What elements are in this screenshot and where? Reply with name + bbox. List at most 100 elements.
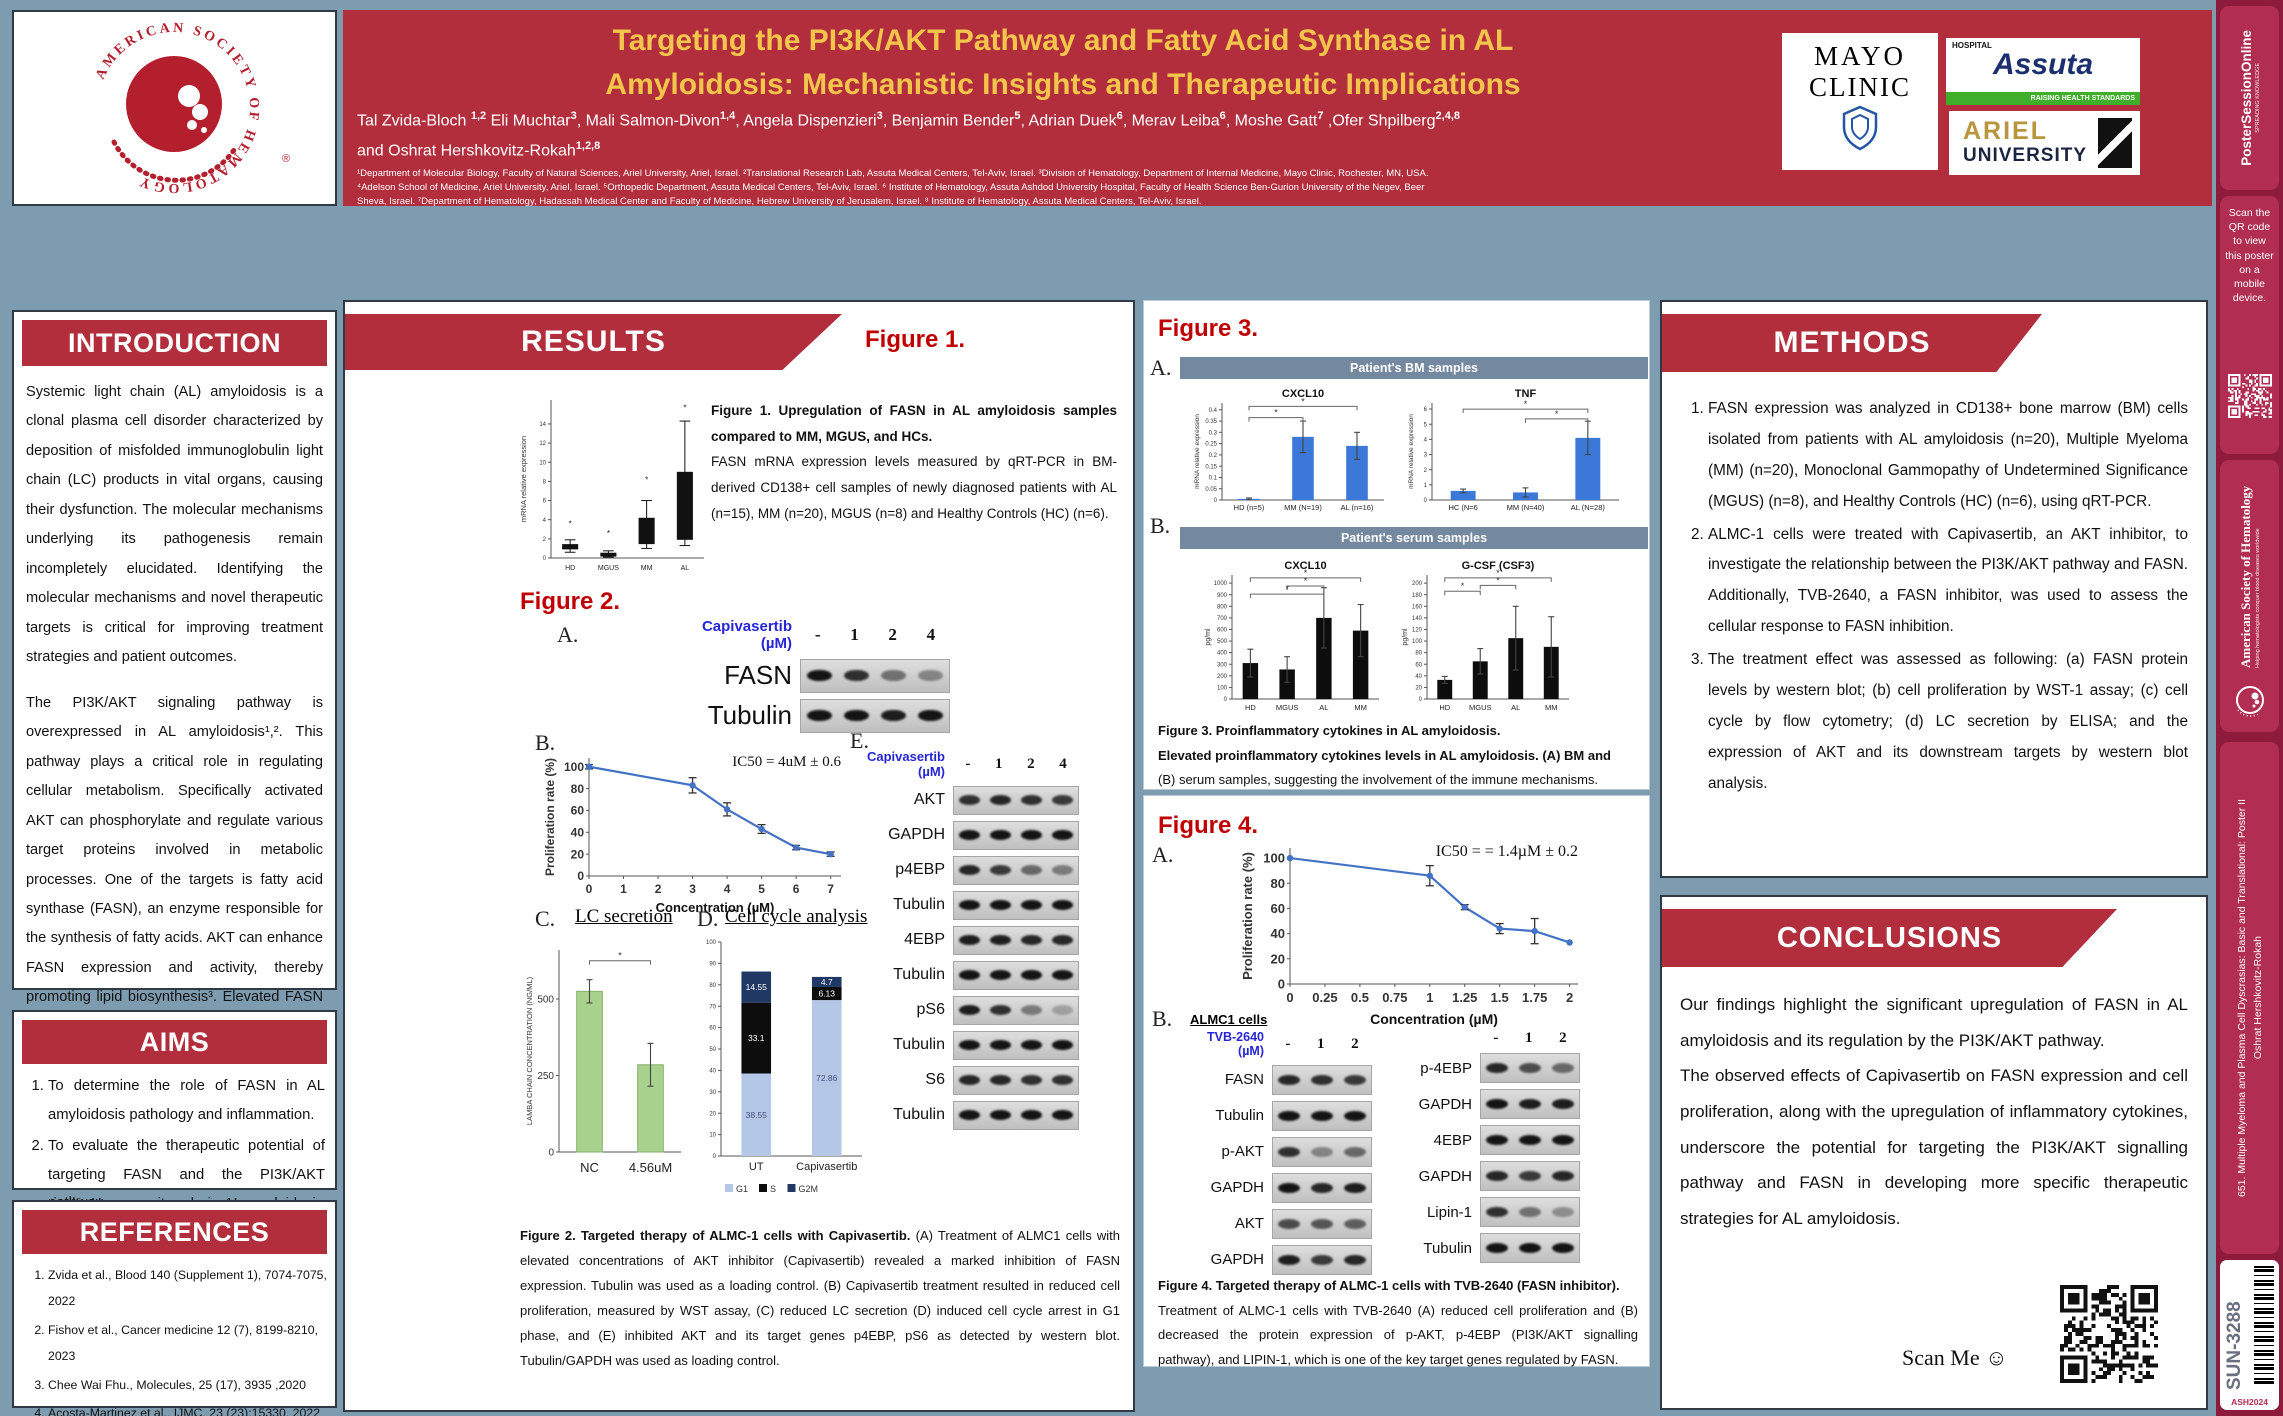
- svg-text:5: 5: [758, 882, 765, 896]
- header-band: Targeting the PI3K/AKT Pathway and Fatty…: [343, 10, 2212, 207]
- poster-title-line1: Targeting the PI3K/AKT Pathway and Fatty…: [612, 24, 1514, 57]
- postersessiononline-card: PosterSessionOnline SPREADING KNOWLEDGE: [2220, 6, 2279, 190]
- svg-text:60: 60: [571, 804, 585, 818]
- aims-title: AIMS: [22, 1020, 327, 1064]
- svg-text:100: 100: [1263, 851, 1285, 866]
- svg-text:1: 1: [1424, 483, 1428, 489]
- svg-text:300: 300: [1217, 662, 1228, 668]
- svg-text:G2M: G2M: [799, 1184, 819, 1194]
- svg-text:10: 10: [709, 1133, 716, 1139]
- svg-text:40: 40: [709, 1069, 716, 1075]
- svg-text:160: 160: [1412, 604, 1423, 610]
- sidebar-qr-code: [2228, 374, 2272, 418]
- svg-text:0: 0: [1424, 498, 1428, 504]
- references-title: REFERENCES: [22, 1210, 327, 1254]
- figure4-panel: Figure 4. A. 0 20 40 60 80 100 Proliferation r…: [1143, 795, 1650, 1367]
- svg-text:400: 400: [1217, 651, 1228, 657]
- svg-text:0: 0: [586, 882, 593, 896]
- svg-text:0: 0: [548, 1148, 554, 1159]
- svg-text:6: 6: [793, 882, 800, 896]
- svg-text:NC: NC: [580, 1160, 599, 1175]
- svg-text:0.25: 0.25: [1312, 990, 1337, 1005]
- svg-text:MGUS: MGUS: [1276, 703, 1299, 712]
- assuta-tagline: RAISING HEALTH STANDARDS: [1946, 92, 2140, 105]
- svg-text:*: *: [618, 951, 622, 961]
- svg-text:33.1: 33.1: [748, 1033, 765, 1043]
- svg-text:0: 0: [1224, 697, 1228, 703]
- svg-text:*: *: [1304, 568, 1308, 578]
- svg-text:0: 0: [1214, 498, 1218, 504]
- reference-item: Chee Wai Fhu., Molecules, 25 (17), 3935 …: [48, 1372, 329, 1398]
- bm-samples-header: Patient's BM samples: [1180, 357, 1648, 379]
- fig2-panel-e-letter: E.: [850, 728, 869, 753]
- svg-text:LAMBA CHAIN CONCENTRATION (NG/: LAMBA CHAIN CONCENTRATION (NG/ML): [525, 976, 534, 1125]
- results-title: RESULTS: [345, 314, 842, 370]
- svg-text:G-CSF (CSF3): G-CSF (CSF3): [1462, 560, 1535, 572]
- svg-text:80: 80: [709, 983, 716, 989]
- svg-text:*: *: [1301, 396, 1305, 406]
- aims-panel: AIMS To determine the role of FASN in AL…: [12, 1010, 337, 1211]
- svg-text:80: 80: [1271, 876, 1285, 891]
- svg-text:AL: AL: [681, 565, 690, 572]
- fig2-caption: Figure 2. Targeted therapy of ALMC-1 cel…: [520, 1228, 1120, 1368]
- sidebar-ash-tagline: Helping hematologists conquer blood dise…: [2255, 528, 2261, 668]
- svg-text:*: *: [1496, 568, 1500, 578]
- svg-text:200: 200: [1412, 581, 1423, 587]
- svg-text:HD (n=5): HD (n=5): [1234, 503, 1265, 512]
- fig2e-western-blot: Capivasertib (µM) -1 2 4 AKT GAPDH p4EBP Tubuli…: [863, 749, 1079, 1130]
- results-panel: RESULTS Figure 1. 0 2 4 6 8 10 12 14 mRNA relati…: [343, 300, 1135, 1412]
- assuta-logo: HOSPITAL Assuta RAISING HEALTH STANDARDS: [1946, 38, 2140, 105]
- mayo-clinic-logo: MAYO CLINIC: [1782, 33, 1938, 170]
- ariel-emblem-icon: [2098, 118, 2132, 168]
- svg-text:3: 3: [1424, 453, 1428, 459]
- svg-text:IC50 = = 1.4µM ± 0.2: IC50 = = 1.4µM ± 0.2: [1436, 843, 1578, 860]
- svg-text:MM (N=40): MM (N=40): [1507, 503, 1545, 512]
- svg-text:MM: MM: [1545, 703, 1558, 712]
- svg-text:*: *: [569, 519, 572, 528]
- svg-text:4: 4: [724, 882, 731, 896]
- svg-text:*: *: [607, 529, 610, 538]
- svg-text:MM: MM: [641, 565, 653, 572]
- svg-text:72.86: 72.86: [816, 1073, 838, 1083]
- svg-text:0.1: 0.1: [1209, 476, 1218, 482]
- figure4-label: Figure 4.: [1158, 812, 1259, 839]
- svg-text:100: 100: [1217, 686, 1228, 692]
- svg-text:40: 40: [1415, 674, 1422, 680]
- svg-text:*: *: [645, 475, 648, 484]
- svg-text:0.35: 0.35: [1205, 419, 1217, 425]
- ash-society-logo-icon: AMERICAN SOCIETY OF HEMATOLOGY ®: [93, 21, 290, 195]
- svg-text:0.25: 0.25: [1205, 442, 1217, 448]
- svg-text:40: 40: [571, 825, 585, 839]
- svg-text:AL (n=16): AL (n=16): [1341, 503, 1374, 512]
- methods-item: FASN expression was analyzed in CD138+ b…: [1708, 394, 2188, 518]
- poster-code-text: SUN-3288: [2224, 1301, 2245, 1390]
- svg-text:6: 6: [543, 499, 547, 505]
- fig4-caption: Figure 4. Targeted therapy of ALMC-1 cel…: [1158, 1278, 1638, 1368]
- methods-item: ALMC-1 cells were treated with Capivaser…: [1708, 520, 2188, 644]
- fig3a-cxcl10-chart: 0 0.05 0.1 0.15 0.2 0.25 0.3 0.35 0.4 CXCL10 mRNA …: [1194, 388, 1384, 512]
- svg-text:90: 90: [709, 962, 716, 968]
- fig2a-western-blot: Capivasertib (µM) -1 2 4 FASN Tubulin: [667, 618, 950, 733]
- scan-me-qr-code: [2060, 1285, 2158, 1383]
- svg-text:10: 10: [539, 460, 546, 466]
- svg-text:*: *: [683, 404, 686, 413]
- session-card: 651. Multiple Myeloma and Plasma Cell Dy…: [2220, 742, 2279, 1254]
- svg-text:HD: HD: [1245, 703, 1256, 712]
- figure2-label: Figure 2.: [520, 588, 621, 615]
- poster-barcode: [2254, 1266, 2274, 1384]
- svg-text:4: 4: [1424, 437, 1428, 443]
- introduction-panel: INTRODUCTION Systemic light chain (AL) a…: [12, 310, 337, 1241]
- conclusions-para2: The observed effects of Capivasertib on …: [1680, 1066, 2188, 1229]
- svg-text:0.4: 0.4: [1209, 408, 1218, 414]
- svg-text:1: 1: [1426, 990, 1433, 1005]
- svg-text:500: 500: [537, 994, 554, 1005]
- svg-text:0.05: 0.05: [1205, 487, 1217, 493]
- svg-text:*: *: [1496, 575, 1500, 585]
- conclusions-panel: CONCLUSIONS Our findings highlight the s…: [1660, 895, 2208, 1410]
- conclusions-title: CONCLUSIONS: [1662, 909, 2117, 967]
- reference-item: Fishov et al., Cancer medicine 12 (7), 8…: [48, 1317, 329, 1370]
- fig3-panel-b-letter: B.: [1150, 513, 1171, 538]
- mayo-text-1: MAYO: [1813, 41, 1907, 71]
- fig4-panel-a-letter: A.: [1152, 842, 1174, 867]
